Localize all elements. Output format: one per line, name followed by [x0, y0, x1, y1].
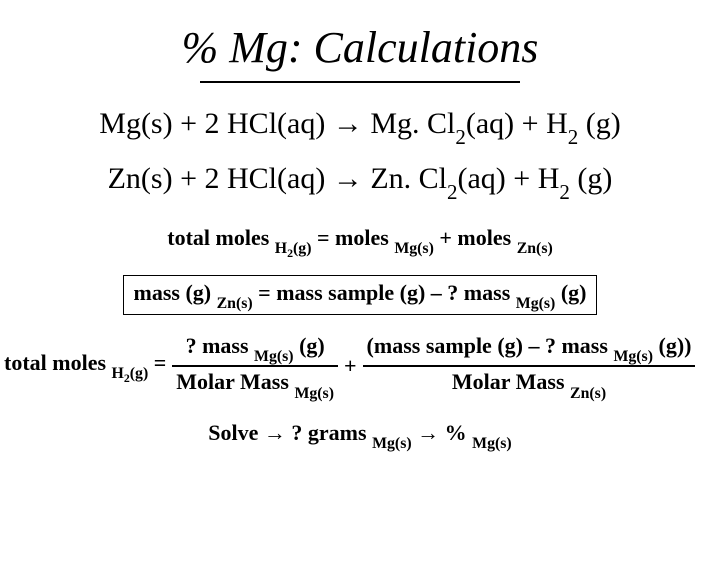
l5-lhs-s1: H — [112, 365, 124, 382]
solve-line: Solve → ? grams Mg(s) → % Mg(s) — [0, 420, 720, 450]
l5-lhs-sub: H2(g) — [112, 365, 149, 382]
frac2-bar — [363, 365, 696, 367]
l3-a: total moles — [167, 225, 275, 250]
eq1-rhs-c: (g) — [578, 107, 620, 140]
l3-c: + moles — [434, 225, 517, 250]
l3-b: = moles — [312, 225, 395, 250]
eq1-sub2: 2 — [568, 125, 579, 149]
l6-a: Solve — [208, 420, 264, 445]
l4-sub2: Mg(s) — [516, 295, 556, 312]
eq1-lhs: Mg(s) + 2 HCl(aq) — [99, 107, 333, 140]
l5-lhs-a: total moles — [4, 350, 112, 375]
f2n-a: (mass sample (g) – ? mass — [367, 333, 614, 358]
l6-sub1: Mg(s) — [372, 435, 412, 452]
l3-sub1a: H — [275, 240, 287, 257]
l5-lhs-b: = — [148, 350, 166, 375]
plus-sign: + — [344, 353, 357, 379]
frac2-num: (mass sample (g) – ? mass Mg(s) (g)) — [363, 333, 696, 363]
fraction-2: (mass sample (g) – ? mass Mg(s) (g)) Mol… — [363, 333, 696, 400]
l4-sub1: Zn(s) — [217, 295, 253, 312]
f2d-a: Molar Mass — [452, 369, 570, 394]
total-moles-formula: total moles H2(g) = ? mass Mg(s) (g) Mol… — [0, 333, 720, 400]
eq2-rhs-b: (aq) + H — [458, 162, 560, 195]
total-moles-relation: total moles H2(g) = moles Mg(s) + moles … — [0, 225, 720, 259]
l6-b: ? grams — [286, 420, 372, 445]
eq2-sub2: 2 — [559, 180, 570, 204]
l3-sub1: H2(g) — [275, 240, 312, 257]
frac2-den: Molar Mass Zn(s) — [448, 369, 610, 399]
l3-sub1c: (g) — [293, 240, 311, 257]
eq2-rhs-a: Zn. Cl — [363, 162, 447, 195]
f2n-b: (g)) — [653, 333, 691, 358]
arrow-icon: → — [333, 162, 363, 195]
arrow-icon: → — [333, 107, 363, 140]
mass-zn-box: mass (g) Zn(s) = mass sample (g) – ? mas… — [123, 275, 598, 315]
eq1-rhs-b: (aq) + H — [466, 107, 568, 140]
l3-sub2: Mg(s) — [394, 240, 434, 257]
title-underline — [200, 81, 520, 83]
eq1-sub1: 2 — [455, 125, 466, 149]
equation-zn: Zn(s) + 2 HCl(aq) → Zn. Cl2(aq) + H2 (g) — [0, 162, 720, 201]
arrow-icon: → — [417, 420, 439, 445]
f1n-sub: Mg(s) — [254, 348, 294, 365]
equation-mg: Mg(s) + 2 HCl(aq) → Mg. Cl2(aq) + H2 (g) — [0, 107, 720, 146]
eq2-sub1: 2 — [447, 180, 458, 204]
f2n-sub: Mg(s) — [613, 348, 653, 365]
l6-sub2: Mg(s) — [472, 435, 512, 452]
page-title: % Mg: Calculations — [0, 22, 720, 73]
l4-a: mass (g) — [134, 280, 217, 305]
l4-c: (g) — [555, 280, 586, 305]
eq2-lhs: Zn(s) + 2 HCl(aq) — [108, 162, 333, 195]
frac1-bar — [172, 365, 338, 367]
l5-lhs: total moles H2(g) = — [4, 350, 166, 384]
frac1-num: ? mass Mg(s) (g) — [182, 333, 329, 363]
l4-b: = mass sample (g) – ? mass — [253, 280, 516, 305]
mass-zn-box-wrap: mass (g) Zn(s) = mass sample (g) – ? mas… — [0, 275, 720, 315]
f1d-a: Molar Mass — [176, 369, 294, 394]
frac1-den: Molar Mass Mg(s) — [172, 369, 338, 399]
eq2-rhs-c: (g) — [570, 162, 612, 195]
l6-d: % — [439, 420, 472, 445]
l3-sub3: Zn(s) — [517, 240, 553, 257]
f1n-b: (g) — [294, 333, 325, 358]
f1d-sub: Mg(s) — [294, 385, 334, 402]
eq1-rhs-a: Mg. Cl — [363, 107, 456, 140]
l5-lhs-s1c: (g) — [130, 365, 148, 382]
fraction-1: ? mass Mg(s) (g) Molar Mass Mg(s) — [172, 333, 338, 400]
f2d-sub: Zn(s) — [570, 385, 606, 402]
f1n-a: ? mass — [186, 333, 254, 358]
arrow-icon: → — [264, 420, 286, 445]
